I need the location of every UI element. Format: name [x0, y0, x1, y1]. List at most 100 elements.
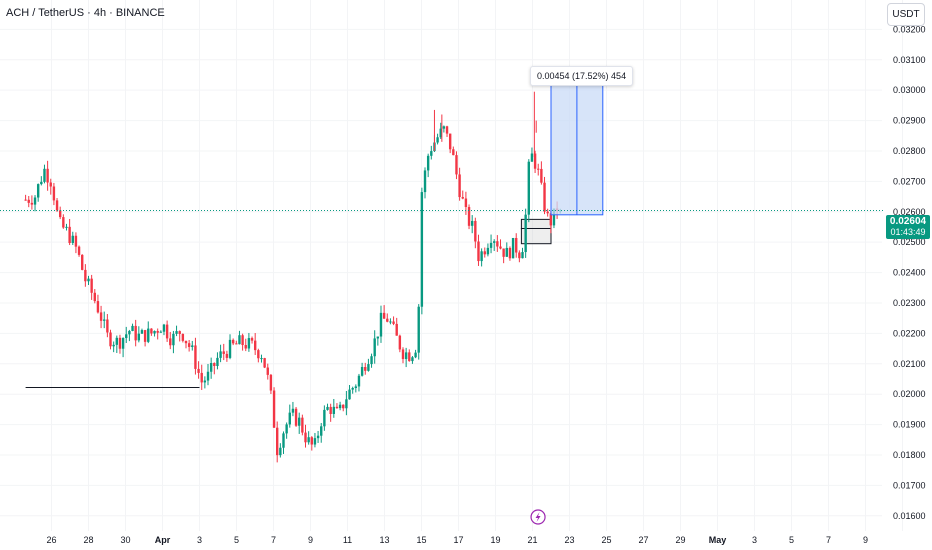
event-marker[interactable]	[530, 509, 546, 525]
candle-body	[310, 437, 313, 445]
current-price-tag: 0.02604 01:43:49	[886, 215, 930, 239]
candle-body	[77, 246, 81, 255]
candle-body	[524, 214, 527, 253]
x-tick-label: 26	[46, 535, 56, 545]
candle-body	[266, 367, 269, 375]
candle-body	[370, 356, 373, 365]
time-axis[interactable]: 26 28 30 Apr 3 5 7 9 11 13 15 17 19 21 23 25 27 29 May 3 5 7 9	[46, 535, 868, 545]
candle-body	[364, 366, 367, 371]
candle-body	[62, 217, 65, 228]
candle-body	[527, 161, 530, 215]
x-tick-label: 9	[863, 535, 868, 545]
candle-body	[332, 406, 336, 414]
candle-body	[470, 220, 474, 226]
candle-body	[194, 345, 197, 369]
x-tick-label: 5	[234, 535, 239, 545]
x-tick-label: 3	[197, 535, 202, 545]
candle-body	[408, 352, 411, 362]
candle-body	[386, 318, 389, 322]
candle-body	[395, 323, 398, 336]
x-tick-label: 11	[343, 535, 352, 545]
lightning-icon[interactable]	[535, 512, 541, 522]
candle-body	[282, 433, 285, 448]
candle-body	[307, 437, 310, 443]
symbol-title[interactable]: ACH / TetherUS · 4h · BINANCE	[6, 7, 165, 19]
candle-body	[329, 406, 332, 414]
candle-body	[442, 126, 446, 129]
candle-body	[338, 404, 342, 409]
candle-body	[109, 332, 112, 347]
y-tick-label: 0.02700	[893, 176, 926, 186]
candle-body	[206, 371, 210, 381]
candle-body	[288, 412, 291, 425]
y-tick-label: 0.01900	[893, 420, 926, 430]
candle-body	[452, 149, 455, 156]
candle-body	[165, 324, 169, 339]
candle-body	[411, 357, 414, 362]
candle-body	[90, 278, 93, 293]
candle-body	[33, 197, 37, 205]
candle-body	[159, 331, 163, 333]
candle-body	[175, 331, 178, 334]
candle-body	[84, 269, 87, 282]
chart-grid	[0, 0, 903, 531]
candle-body	[477, 241, 480, 262]
y-tick-label: 0.03000	[893, 85, 926, 95]
x-tick-label: May	[709, 535, 727, 545]
candle-body	[235, 343, 238, 345]
candle-body	[480, 251, 483, 262]
candle-body	[515, 238, 518, 253]
candle-body	[238, 335, 241, 345]
candle-body	[323, 409, 326, 427]
candle-body	[389, 321, 392, 323]
candle-body	[367, 364, 370, 371]
candle-body	[147, 328, 150, 342]
candle-body	[55, 200, 59, 211]
price-axis[interactable]: 0.03200 0.03100 0.03000 0.02900 0.02800 0.027…	[893, 24, 926, 520]
candle-body	[140, 330, 144, 334]
candle-body	[46, 168, 49, 183]
candle-body	[125, 334, 128, 339]
candle-body	[493, 241, 496, 243]
y-tick-label: 0.02900	[893, 116, 926, 126]
y-tick-label: 0.02300	[893, 298, 926, 308]
candle-body	[36, 184, 40, 198]
candle-body	[231, 339, 235, 344]
candle-body	[489, 242, 493, 248]
candle-body	[398, 335, 402, 350]
x-tick-label: 15	[416, 535, 426, 545]
candle-body	[49, 182, 52, 187]
candle-body	[112, 344, 115, 347]
bar-countdown: 01:43:49	[890, 227, 926, 237]
candle-body	[131, 325, 134, 331]
candle-body	[345, 399, 348, 409]
candle-body	[537, 168, 540, 170]
candle-body	[244, 345, 247, 349]
candle-body	[360, 366, 364, 376]
candle-body	[30, 202, 34, 205]
measure-tool[interactable]	[550, 75, 604, 216]
zone-box[interactable]	[520, 227, 552, 245]
candle-body	[93, 292, 96, 302]
candle-body	[348, 389, 351, 400]
candle-body	[156, 330, 159, 333]
candle-body	[65, 226, 68, 228]
candle-body	[52, 186, 56, 201]
currency-button[interactable]: USDT	[887, 3, 925, 26]
candle-body	[439, 128, 442, 138]
y-tick-label: 0.03100	[893, 55, 926, 65]
y-tick-label: 0.02200	[893, 328, 926, 338]
candle-body	[184, 340, 188, 344]
x-tick-label: 3	[752, 535, 757, 545]
y-tick-label: 0.02100	[893, 359, 926, 369]
candle-body	[150, 328, 153, 334]
x-tick-label: 27	[638, 535, 648, 545]
candle-body	[27, 199, 30, 203]
x-tick-label: 28	[83, 535, 93, 545]
candle-body	[294, 408, 298, 426]
candle-body	[351, 388, 354, 390]
candle-body	[276, 427, 279, 456]
candle-body	[511, 238, 515, 259]
candle-body	[225, 353, 229, 358]
